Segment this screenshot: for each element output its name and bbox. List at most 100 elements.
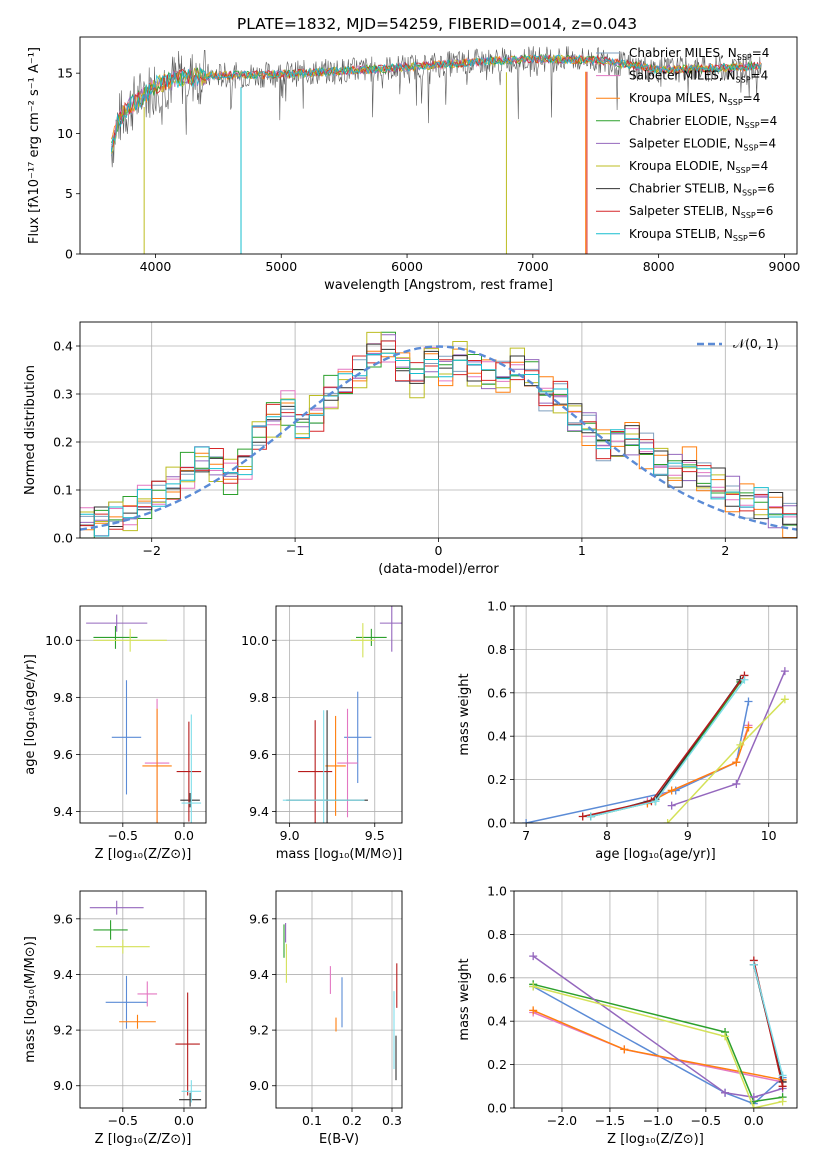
x-tick-label: 7 — [522, 828, 530, 843]
y-tick-label: 1.0 — [487, 884, 507, 899]
histogram-series — [80, 352, 797, 537]
x-tick-label: 0 — [435, 543, 443, 558]
weight-marker — [778, 1071, 787, 1080]
y-tick-label: 0.0 — [53, 531, 73, 546]
legend-entry: Kroupa STELIB, NSSP=6 — [629, 227, 766, 243]
y-tick-label: 5 — [65, 186, 73, 201]
weight-marker — [667, 786, 676, 795]
weight-marker — [529, 982, 538, 991]
y-axis-label: mass [log₁₀(M/M⊙)] — [23, 936, 38, 1063]
x-tick-label: −2 — [142, 543, 160, 558]
legend: 𝒩(0, 1) — [697, 336, 779, 351]
weight-marker — [744, 697, 753, 706]
y-tick-label: 9.6 — [53, 911, 73, 926]
y-tick-label: 0.1 — [53, 483, 73, 498]
weight-line — [671, 670, 786, 807]
panel-spectrum: 4000 5000 6000 7000 8000 9000 0 5 10 15 wavelength… — [27, 36, 801, 293]
panel-ebv: 0.1 0.2 0.3 9.0 9.2 9.4 9.6 E(B-V) — [249, 890, 403, 1147]
weight-line — [590, 679, 746, 818]
y-tick-label: 9.8 — [249, 690, 269, 705]
y-tick-label: 9.6 — [249, 911, 269, 926]
x-tick-label: 9.0 — [280, 828, 300, 843]
x-tick-label: −2.0 — [547, 1113, 577, 1128]
legend-entry: Salpeter ELODIE, NSSP=4 — [629, 136, 776, 152]
y-tick-label: 0.4 — [487, 1014, 507, 1029]
weight-marker — [586, 812, 595, 821]
panel-mass_vs_Z: −0.5 0.0 9.0 9.2 9.4 9.6 Z [log₁₀(Z/Z⊙)] mass [… — [23, 890, 207, 1147]
weight-marker — [721, 1088, 730, 1097]
x-tick-label: 5000 — [265, 259, 297, 274]
y-axis-label: Flux [fλ10⁻¹⁷ erg cm⁻² s⁻¹ A⁻¹] — [27, 47, 42, 244]
x-tick-label: 6000 — [391, 259, 423, 274]
weight-marker — [749, 1093, 758, 1102]
x-axis-label: Z [log₁₀(Z/Z⊙)] — [95, 1132, 192, 1147]
panel-age_vs_Z: −0.5 0.0 9.4 9.6 9.8 10.0 Z [log₁₀(Z/Z⊙)] age [… — [23, 605, 207, 862]
plot-area — [522, 667, 789, 823]
plot-frame — [275, 890, 403, 1109]
y-tick-label: 0.6 — [487, 970, 507, 985]
x-axis-label: wavelength [Angstrom, rest frame] — [324, 278, 553, 293]
plot-area — [86, 614, 202, 823]
y-tick-label: 10 — [57, 126, 73, 141]
plot-frame — [513, 890, 798, 1109]
weight-marker — [778, 1082, 787, 1091]
x-tick-label: 0.0 — [174, 1113, 194, 1128]
x-axis-label: Z [log₁₀(Z/Z⊙)] — [607, 1132, 704, 1147]
plot-frame — [79, 890, 207, 1109]
x-tick-label: 9000 — [769, 259, 801, 274]
legend-entry: Chabrier MILES, NSSP=4 — [629, 46, 769, 62]
legend-entry: Kroupa MILES, NSSP=4 — [629, 91, 760, 107]
y-tick-label: 0.2 — [53, 435, 73, 450]
x-tick-label: 0.3 — [382, 1113, 402, 1128]
panel-massweight_vs_Z: −2.0 −1.5 −1.0 −0.5 0.0 0.0 0.2 0.4 0.6 0.8 1.0 Z [… — [457, 884, 798, 1147]
x-tick-label: 2 — [721, 543, 729, 558]
x-tick-label: 0.1 — [302, 1113, 322, 1128]
y-tick-label: 9.8 — [53, 690, 73, 705]
y-tick-label: 0 — [65, 247, 73, 262]
spectrum-line — [111, 54, 761, 153]
figure-title: PLATE=1832, MJD=54259, FIBERID=0014, z=0… — [237, 15, 637, 33]
weight-marker — [780, 667, 789, 676]
y-tick-label: 15 — [57, 66, 73, 81]
weight-line — [532, 955, 783, 1098]
plot-area — [89, 900, 202, 1107]
panel-age_vs_mass: 9.0 9.5 9.4 9.6 9.8 10.0 mass [log₁₀(M/M⊙)] — [241, 605, 403, 862]
weight-marker — [749, 1104, 758, 1108]
x-tick-label: 0.2 — [342, 1113, 362, 1128]
plot-frame — [513, 605, 798, 824]
x-tick-label: 8 — [603, 828, 611, 843]
x-tick-label: 9.5 — [365, 828, 385, 843]
plot-frame — [275, 605, 403, 824]
spectrum-line — [111, 54, 761, 149]
y-axis-label: Normed distribution — [23, 365, 38, 495]
x-tick-label: −1.0 — [643, 1113, 673, 1128]
y-tick-label: 9.0 — [53, 1078, 73, 1093]
plot-frame — [79, 36, 798, 255]
y-tick-label: 0.2 — [487, 772, 507, 787]
panel-massweight_vs_age: 7 8 9 10 0.0 0.2 0.4 0.6 0.8 1.0 age [log₁₀(age/yr… — [457, 599, 798, 862]
x-tick-label: 4000 — [140, 259, 172, 274]
y-tick-label: 0.8 — [487, 642, 507, 657]
x-axis-label: age [log₁₀(age/yr)] — [595, 847, 716, 862]
y-tick-label: 10.0 — [241, 633, 269, 648]
x-tick-label: 7000 — [517, 259, 549, 274]
weight-marker — [732, 758, 741, 767]
plot-area — [529, 952, 787, 1108]
legend-entry: Kroupa ELODIE, NSSP=4 — [629, 159, 768, 175]
y-tick-label: 9.6 — [249, 747, 269, 762]
y-tick-label: 0.0 — [487, 816, 507, 831]
x-tick-label: 10 — [761, 828, 777, 843]
weight-marker — [749, 960, 758, 969]
weight-marker — [529, 952, 538, 961]
x-tick-label: −1 — [286, 543, 304, 558]
plot-frame — [79, 321, 798, 539]
weight-line — [590, 679, 742, 818]
plot-frame — [79, 605, 207, 824]
y-tick-label: 0.4 — [487, 729, 507, 744]
y-tick-label: 0.8 — [487, 927, 507, 942]
y-tick-label: 9.2 — [249, 1023, 269, 1038]
legend-entry: Salpeter STELIB, NSSP=6 — [629, 204, 773, 220]
x-tick-label: −0.5 — [691, 1113, 721, 1128]
weight-marker — [732, 779, 741, 788]
